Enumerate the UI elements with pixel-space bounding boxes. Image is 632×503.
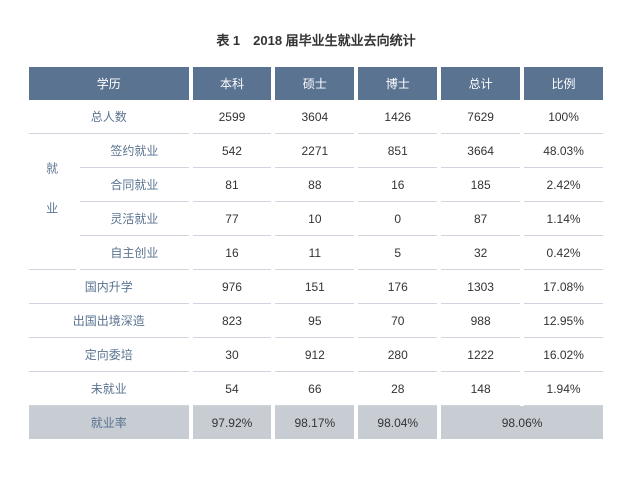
cell: 10: [275, 202, 354, 236]
cell: 30: [193, 338, 272, 372]
header-doctor: 博士: [358, 67, 437, 100]
group-employment: 就业: [29, 134, 76, 270]
cell: 97.92%: [193, 406, 272, 439]
cell: 66: [275, 372, 354, 406]
cell: 2271: [275, 134, 354, 168]
row-rate: 就业率 97.92% 98.17% 98.04% 98.06%: [29, 406, 603, 439]
table-title: 表 1 2018 届毕业生就业去向统计: [25, 30, 607, 49]
row-total-count: 总人数 2599 3604 1426 7629 100%: [29, 100, 603, 134]
label-startup: 自主创业: [80, 236, 188, 270]
label-contract: 合同就业: [80, 168, 188, 202]
cell: 280: [358, 338, 437, 372]
cell: 11: [275, 236, 354, 270]
cell: 16: [358, 168, 437, 202]
cell: 1303: [441, 270, 520, 304]
cell: 77: [193, 202, 272, 236]
cell: 1.14%: [524, 202, 603, 236]
cell: 100%: [524, 100, 603, 134]
cell: 70: [358, 304, 437, 338]
cell: 32: [441, 236, 520, 270]
header-total: 总计: [441, 67, 520, 100]
cell: 176: [358, 270, 437, 304]
cell: 1426: [358, 100, 437, 134]
label-total-count: 总人数: [29, 100, 189, 134]
cell: 823: [193, 304, 272, 338]
employment-table: 学历 本科 硕士 博士 总计 比例 总人数 2599 3604 1426 762…: [25, 67, 607, 439]
header-master: 硕士: [275, 67, 354, 100]
label-unemployed: 未就业: [29, 372, 189, 406]
cell: 98.06%: [441, 406, 603, 439]
header-row: 学历 本科 硕士 博士 总计 比例: [29, 67, 603, 100]
header-degree: 学历: [29, 67, 189, 100]
label-abroad: 出国出境深造: [29, 304, 189, 338]
cell: 851: [358, 134, 437, 168]
cell: 16: [193, 236, 272, 270]
cell: 148: [441, 372, 520, 406]
label-signed: 签约就业: [80, 134, 188, 168]
label-domestic: 国内升学: [29, 270, 189, 304]
cell: 54: [193, 372, 272, 406]
cell: 88: [275, 168, 354, 202]
cell: 912: [275, 338, 354, 372]
row-abroad: 出国出境深造 823 95 70 988 12.95%: [29, 304, 603, 338]
cell: 17.08%: [524, 270, 603, 304]
label-flexible: 灵活就业: [80, 202, 188, 236]
cell: 0.42%: [524, 236, 603, 270]
cell: 48.03%: [524, 134, 603, 168]
cell: 3664: [441, 134, 520, 168]
row-unemployed: 未就业 54 66 28 148 1.94%: [29, 372, 603, 406]
cell: 95: [275, 304, 354, 338]
cell: 185: [441, 168, 520, 202]
cell: 12.95%: [524, 304, 603, 338]
cell: 5: [358, 236, 437, 270]
cell: 7629: [441, 100, 520, 134]
header-bachelor: 本科: [193, 67, 272, 100]
row-directed: 定向委培 30 912 280 1222 16.02%: [29, 338, 603, 372]
cell: 2.42%: [524, 168, 603, 202]
cell: 81: [193, 168, 272, 202]
cell: 16.02%: [524, 338, 603, 372]
row-startup: 自主创业 16 11 5 32 0.42%: [29, 236, 603, 270]
cell: 98.04%: [358, 406, 437, 439]
cell: 542: [193, 134, 272, 168]
row-contract: 合同就业 81 88 16 185 2.42%: [29, 168, 603, 202]
cell: 3604: [275, 100, 354, 134]
cell: 98.17%: [275, 406, 354, 439]
cell: 28: [358, 372, 437, 406]
cell: 988: [441, 304, 520, 338]
label-directed: 定向委培: [29, 338, 189, 372]
cell: 2599: [193, 100, 272, 134]
cell: 1222: [441, 338, 520, 372]
cell: 151: [275, 270, 354, 304]
row-signed: 就业 签约就业 542 2271 851 3664 48.03%: [29, 134, 603, 168]
label-rate: 就业率: [29, 406, 189, 439]
cell: 87: [441, 202, 520, 236]
cell: 1.94%: [524, 372, 603, 406]
row-domestic: 国内升学 976 151 176 1303 17.08%: [29, 270, 603, 304]
header-ratio: 比例: [524, 67, 603, 100]
cell: 0: [358, 202, 437, 236]
cell: 976: [193, 270, 272, 304]
row-flexible: 灵活就业 77 10 0 87 1.14%: [29, 202, 603, 236]
